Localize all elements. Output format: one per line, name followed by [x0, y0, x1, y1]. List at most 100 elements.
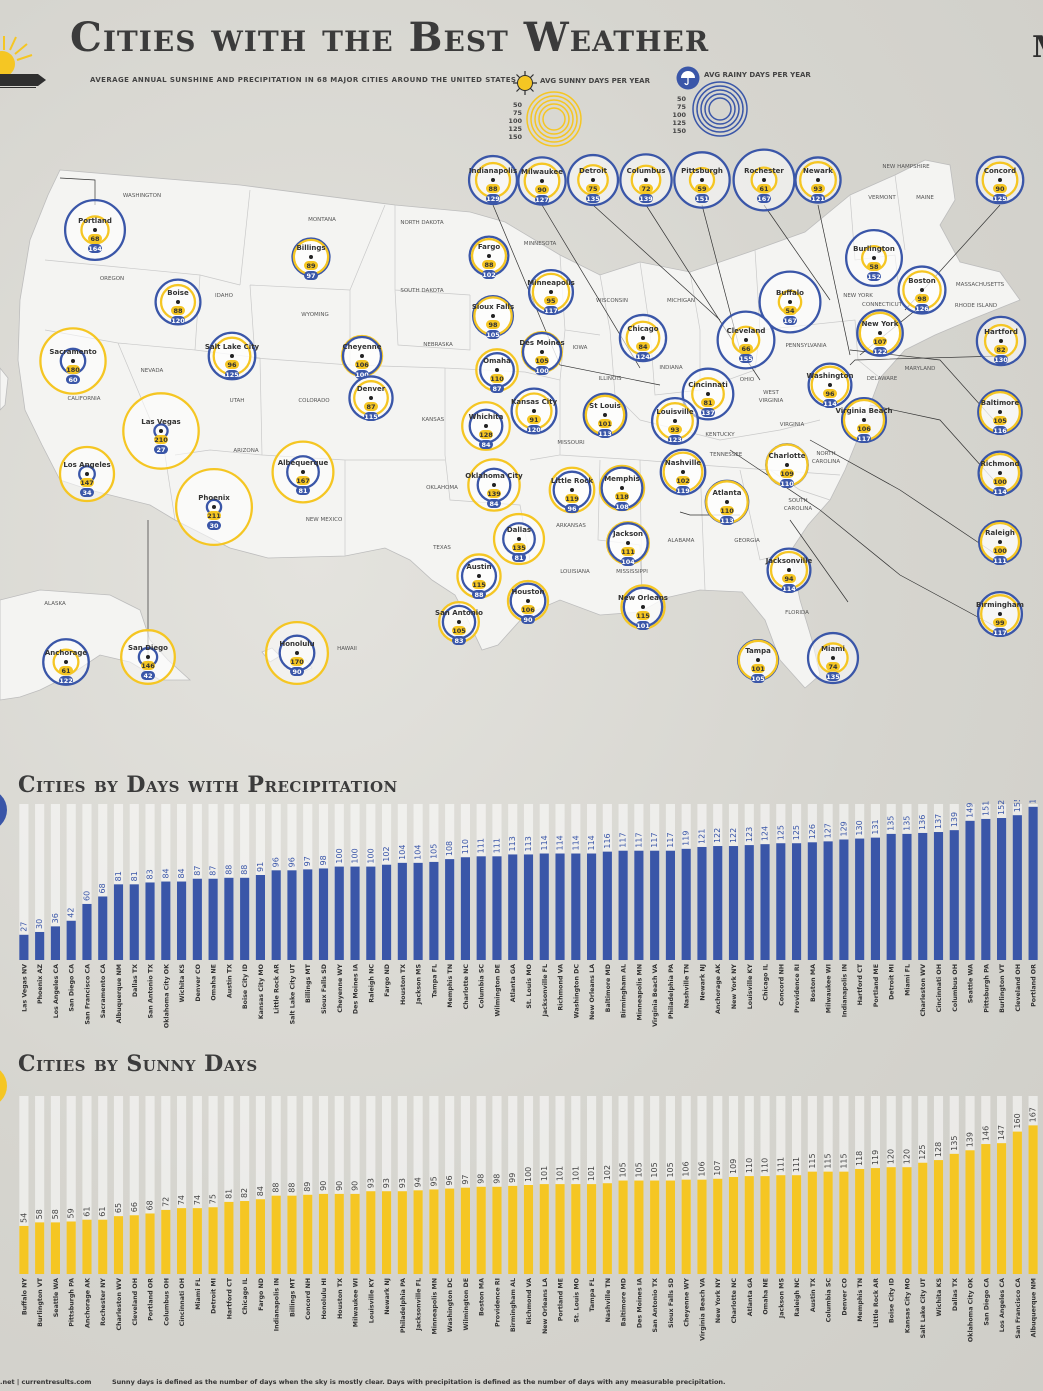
city-name: Hartford: [984, 328, 1018, 336]
bar-track: [366, 1096, 376, 1274]
bar-track: [271, 1096, 281, 1274]
bar: [287, 1195, 297, 1274]
bar-track: [98, 1096, 108, 1274]
bar-value-label: 119: [871, 1150, 880, 1165]
bar-category-label: Buffalo NY: [21, 1278, 28, 1316]
rainy-days-value: 155: [739, 355, 753, 363]
bar-category-label: Milwaukee WI: [353, 1278, 360, 1327]
bar-category-label: Charlotte NC: [463, 964, 470, 1010]
state-label: DELAWARE: [867, 376, 898, 382]
rainy-days-value: 102: [482, 271, 496, 279]
rainy-badge: [586, 194, 600, 203]
rainy-badge: [668, 435, 682, 444]
bar-value-label: 90: [351, 1181, 360, 1191]
sunny-days-value: 100: [993, 547, 1007, 555]
state-label: ARKANSAS: [556, 523, 586, 529]
bar-track: [19, 804, 29, 960]
sunny-days-value: 87: [366, 403, 375, 411]
rainy-legend-value: 50: [676, 95, 686, 103]
bar-category-label: San Francisco CA: [1015, 1278, 1022, 1339]
city-dot: [700, 178, 704, 182]
bar-value-label: 125: [792, 825, 801, 840]
bar-value-label: 36: [51, 913, 60, 923]
bar-category-label: Portland ME: [558, 1278, 565, 1321]
bar-value-label: 110: [761, 1158, 770, 1173]
city-dot: [491, 178, 495, 182]
rainy-legend-circles: [692, 81, 748, 137]
rainy-legend-value: 100: [672, 111, 686, 119]
city-dot: [526, 599, 530, 603]
city-dot: [549, 290, 553, 294]
bar-category-label: Oklahoma City OK: [163, 963, 170, 1028]
bar-category-label: Boise City ID: [242, 964, 249, 1009]
bar-track: [303, 1096, 313, 1274]
city-marker: Miami 74 135: [806, 631, 860, 685]
bar: [918, 1162, 928, 1274]
rainy-badge: [676, 486, 690, 495]
city-dot: [159, 429, 163, 433]
bar: [366, 866, 376, 960]
bar: [855, 1168, 865, 1274]
rainy-days-value: 130: [994, 356, 1008, 364]
sunny-days-value: 91: [529, 416, 539, 424]
sunny-days-value: 90: [995, 185, 1005, 193]
bar-category-label: Richmond VA: [558, 964, 565, 1011]
city-name: Washington: [807, 372, 854, 380]
city-marker: Raleigh 100 111: [977, 519, 1023, 565]
rainy-badge: [621, 557, 635, 566]
city-marker: Indianapolis 88 129: [467, 154, 519, 206]
state-label: TENNESSEE: [709, 452, 743, 458]
bar: [634, 1180, 644, 1274]
sunny-badge: [993, 546, 1007, 555]
sunny-badge: [472, 580, 486, 589]
bar-category-label: Little Rock AR: [274, 964, 281, 1014]
sunny-badge: [171, 306, 185, 315]
bar-track: [145, 804, 155, 960]
rainy-days-value: 122: [873, 348, 887, 356]
bar: [66, 1221, 76, 1274]
bar: [697, 1179, 707, 1274]
bar-track: [177, 1096, 187, 1274]
bar: [82, 1219, 92, 1274]
city-dot: [878, 331, 882, 335]
bar: [523, 1185, 534, 1274]
state-label: CONNECTICUT: [862, 302, 903, 308]
bar-category-label: Jackson MS: [778, 1278, 785, 1320]
bar-category-label: Detroit MI: [211, 1278, 218, 1314]
bar-category-label: Wichita KS: [179, 964, 186, 1003]
bar-category-label: Cincinnati OH: [936, 964, 943, 1012]
city-dot: [532, 409, 536, 413]
city-marker: Boston 98 126: [897, 265, 947, 315]
state-label: NEW MEXICO: [306, 517, 343, 523]
city-dot: [725, 500, 729, 504]
bar-track: [35, 804, 45, 960]
bar-category-label: New Orleans LA: [589, 964, 596, 1020]
bar: [50, 926, 60, 960]
state-label: MISSOURI: [557, 440, 585, 446]
bar: [192, 1208, 202, 1274]
bar: [192, 878, 202, 960]
sunny-badge: [364, 402, 378, 411]
rainy-badge: [873, 347, 887, 356]
bar-value-label: 59: [67, 1208, 76, 1218]
sunny-days-value: 93: [813, 185, 822, 193]
bar-category-label: Seattle WA: [53, 1278, 60, 1317]
sunny-days-value: 105: [452, 627, 466, 635]
city-name: Concord: [984, 167, 1016, 175]
rainy-days-value: 167: [757, 195, 771, 203]
city-name: St Louis: [589, 402, 621, 410]
bar-category-label: Providence RI: [794, 964, 801, 1013]
rainy-badge: [857, 434, 871, 443]
bar-track: [50, 804, 60, 960]
bar: [161, 1209, 171, 1274]
city-name: Austin: [466, 563, 491, 571]
bar-category-label: Kansas City MO: [904, 1277, 911, 1333]
city-name: Baltimore: [981, 399, 1020, 407]
sunny-badge: [486, 320, 500, 329]
rainy-days-value: 125: [993, 195, 1007, 203]
bar-track: [19, 1096, 29, 1274]
rainy-days-value: 116: [993, 427, 1007, 435]
brand-logo: M: [1032, 30, 1043, 65]
city-marker: Chicago 84 124: [618, 313, 668, 363]
